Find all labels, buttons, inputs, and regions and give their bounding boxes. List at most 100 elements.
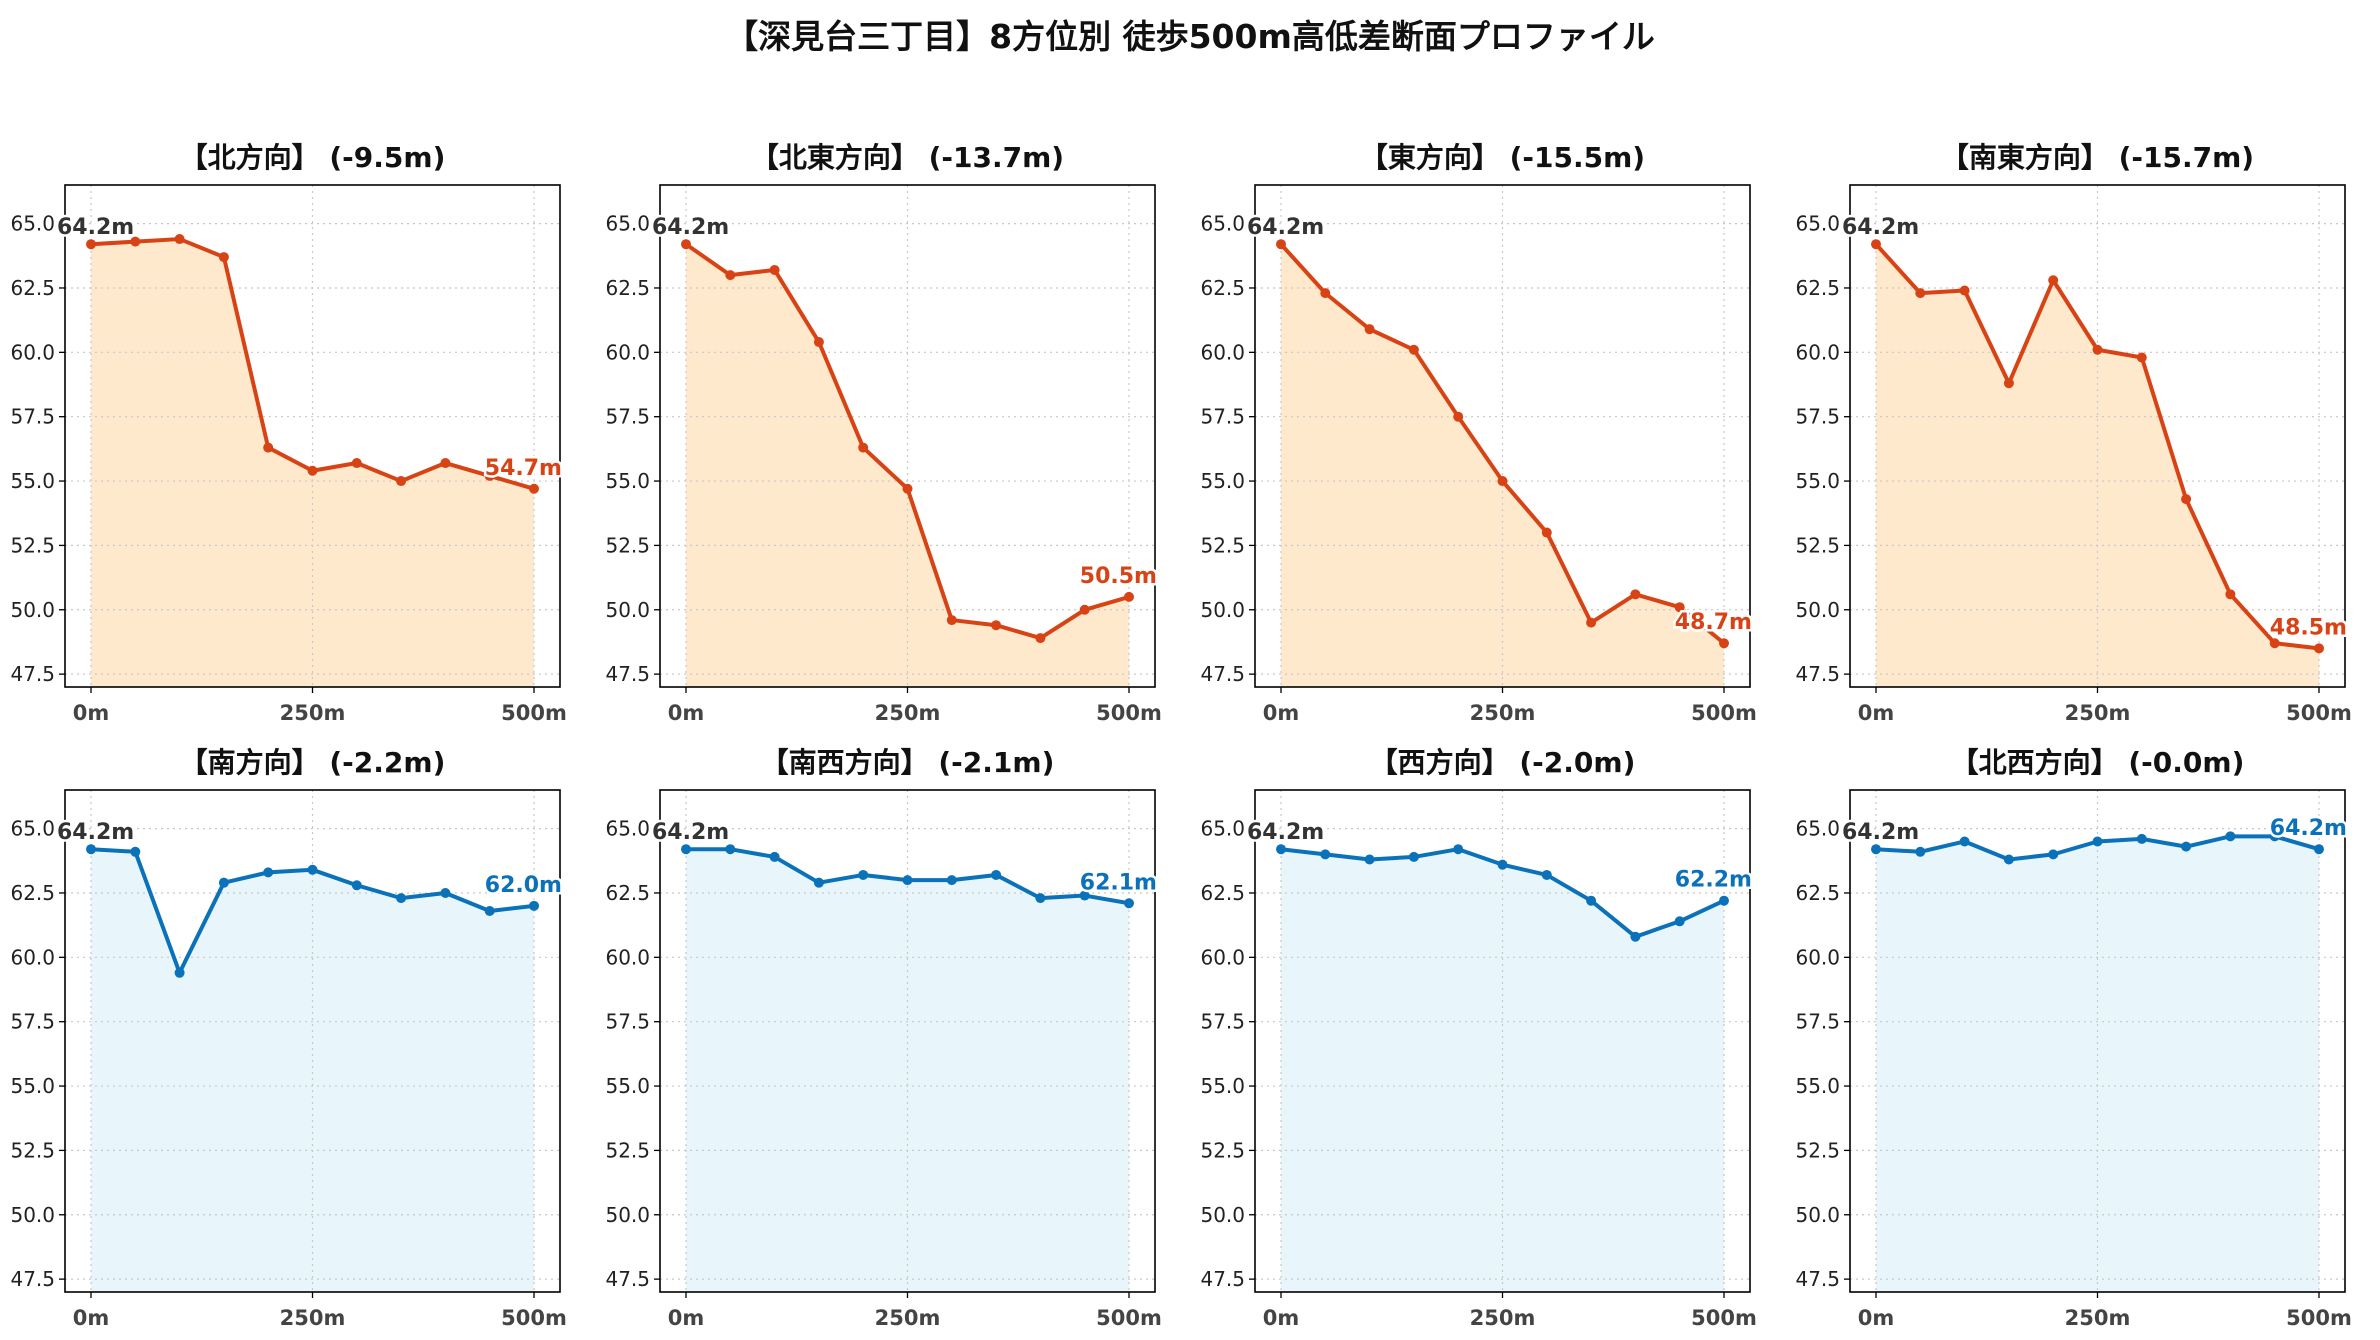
y-tick-label: 52.5 — [10, 1138, 55, 1162]
data-point — [991, 620, 1002, 631]
data-point — [769, 851, 780, 862]
y-tick-label: 62.5 — [1200, 276, 1245, 300]
y-tick-label: 55.0 — [605, 1074, 650, 1098]
data-point — [2092, 836, 2103, 847]
y-tick-label: 50.0 — [605, 1203, 650, 1227]
y-tick-label: 57.5 — [605, 405, 650, 429]
data-point — [351, 458, 362, 469]
data-point — [902, 875, 913, 886]
y-tick-label: 60.0 — [1795, 945, 1840, 969]
data-point — [681, 239, 691, 250]
start-elevation-label: 64.2m — [1842, 820, 1919, 845]
subplot-title: 【東方向】 (-15.5m) — [1360, 141, 1645, 174]
elevation-area — [686, 849, 1129, 1292]
data-point — [2269, 831, 2280, 842]
plot-frame — [659, 184, 1156, 688]
y-tick-label: 47.5 — [605, 662, 650, 686]
y-tick-label: 65.0 — [1200, 212, 1245, 236]
y-tick-label: 47.5 — [10, 662, 55, 686]
x-tick-label: 0m — [668, 1306, 705, 1330]
y-tick-label: 65.0 — [1795, 212, 1840, 236]
data-point — [2003, 378, 2014, 389]
data-point — [218, 877, 229, 888]
elevation-area — [91, 239, 534, 688]
end-elevation-label: 50.5m — [1080, 564, 1157, 589]
y-tick-label: 55.0 — [10, 469, 55, 493]
y-tick-label: 55.0 — [1200, 1074, 1245, 1098]
data-point — [218, 252, 229, 263]
y-tick-label: 50.0 — [10, 598, 55, 622]
data-point — [396, 893, 407, 904]
start-elevation-label: 64.2m — [652, 215, 729, 240]
y-tick-label: 65.0 — [605, 817, 650, 841]
data-point — [2181, 494, 2192, 505]
y-tick-label: 60.0 — [605, 945, 650, 969]
x-tick-label: 0m — [73, 1306, 110, 1330]
data-point — [484, 905, 495, 916]
data-point — [858, 869, 869, 880]
data-point — [1630, 931, 1641, 942]
subplot-5: 【南方向】 (-2.2m) 47.5 50.0 52.5 55.0 57.5 60.0 62.… — [10, 746, 566, 1330]
subplot-7: 【西方向】 (-2.0m) 47.5 50.0 52.5 55.0 57.5 60.0 62.… — [1200, 746, 1756, 1330]
data-point — [1915, 288, 1926, 299]
data-point — [1408, 344, 1419, 355]
data-point — [991, 869, 1002, 880]
y-tick-label: 47.5 — [10, 1267, 55, 1291]
y-tick-label: 55.0 — [10, 1074, 55, 1098]
data-point — [1959, 285, 1970, 296]
x-tick-label: 250m — [1470, 1306, 1536, 1330]
data-point — [2181, 841, 2192, 852]
subplot-8: 【北西方向】 (-0.0m) 47.5 50.0 52.5 55.0 57.5 60.0 62… — [1795, 746, 2351, 1330]
x-tick-label: 0m — [1858, 701, 1895, 725]
y-tick-label: 52.5 — [1200, 533, 1245, 557]
start-elevation-label: 64.2m — [57, 215, 134, 240]
y-tick-label: 65.0 — [605, 212, 650, 236]
plot-frame — [1849, 184, 2346, 688]
start-elevation-label: 64.2m — [57, 820, 134, 845]
plot-frame — [1254, 184, 1751, 688]
x-tick-label: 500m — [501, 701, 567, 725]
start-elevation-label: 64.2m — [1842, 215, 1919, 240]
plot-frame — [1254, 789, 1751, 1293]
subplot-1: 【北方向】 (-9.5m) 47.5 50.0 52.5 55.0 57.5 60.0 62.… — [10, 141, 566, 725]
plot-frame — [64, 184, 561, 688]
data-point — [1719, 895, 1729, 906]
subplot-title: 【北東方向】 (-13.7m) — [751, 141, 1064, 174]
subplot-4: 【南東方向】 (-15.7m) 47.5 50.0 52.5 55.0 57.5 60.0 6… — [1795, 141, 2351, 725]
x-tick-label: 0m — [1858, 1306, 1895, 1330]
y-tick-label: 52.5 — [1795, 1138, 1840, 1162]
data-point — [858, 442, 869, 453]
x-tick-label: 500m — [501, 1306, 567, 1330]
plot-frame — [659, 789, 1156, 1293]
data-point — [1453, 411, 1464, 422]
y-tick-label: 55.0 — [1200, 469, 1245, 493]
data-point — [1541, 869, 1552, 880]
data-point — [1541, 527, 1552, 538]
data-point — [2003, 854, 2014, 865]
data-point — [174, 967, 185, 978]
elevation-area — [91, 849, 534, 1292]
figure-title: 【深見台三丁目】8方位別 徒歩500m高低差断面プロファイル — [725, 17, 1655, 56]
data-point — [1630, 589, 1641, 600]
data-point — [529, 483, 539, 494]
data-point — [1453, 844, 1464, 855]
y-tick-label: 60.0 — [10, 340, 55, 364]
y-tick-label: 47.5 — [1795, 662, 1840, 686]
subplot-title: 【西方向】 (-2.0m) — [1370, 746, 1636, 779]
y-tick-label: 50.0 — [605, 598, 650, 622]
subplot-title: 【南方向】 (-2.2m) — [180, 746, 446, 779]
start-elevation-label: 64.2m — [1247, 820, 1324, 845]
y-tick-label: 60.0 — [1200, 945, 1245, 969]
elevation-area — [1281, 244, 1724, 687]
y-tick-label: 50.0 — [1200, 598, 1245, 622]
x-tick-label: 500m — [1691, 1306, 1757, 1330]
data-point — [2048, 275, 2059, 286]
x-tick-label: 500m — [2286, 701, 2352, 725]
y-tick-label: 60.0 — [10, 945, 55, 969]
data-point — [1276, 239, 1286, 250]
y-tick-label: 62.5 — [1795, 276, 1840, 300]
data-point — [813, 337, 824, 348]
x-tick-label: 0m — [668, 701, 705, 725]
elevation-area — [1876, 244, 2319, 687]
y-tick-label: 50.0 — [1795, 598, 1840, 622]
